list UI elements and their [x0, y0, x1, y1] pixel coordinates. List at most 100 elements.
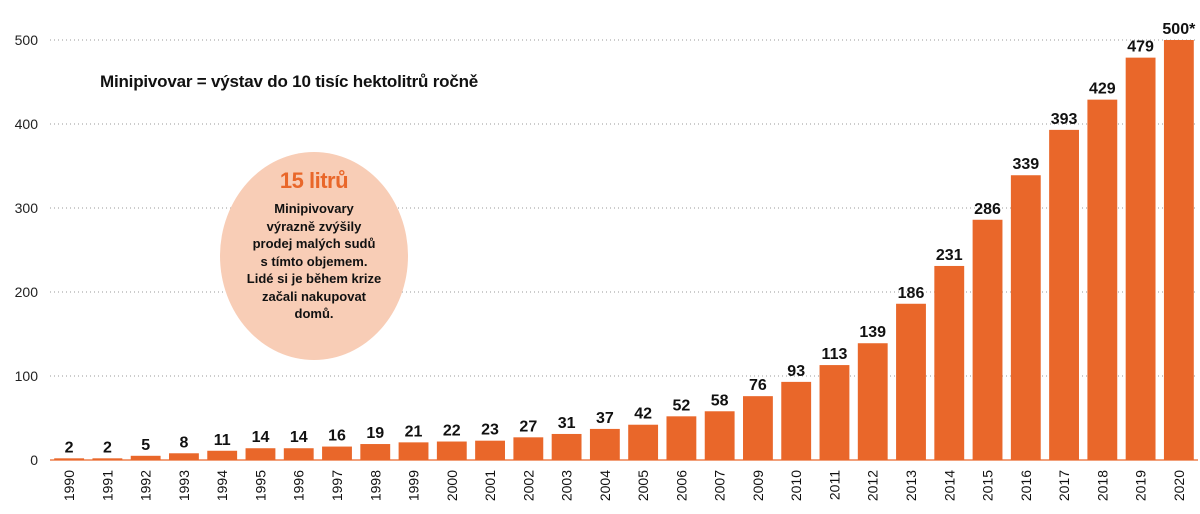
- y-tick-label: 0: [30, 452, 38, 468]
- y-tick-label: 500: [15, 32, 39, 48]
- x-tick-label: 2009: [750, 470, 766, 501]
- data-label: 76: [749, 377, 767, 394]
- data-label: 139: [859, 324, 886, 341]
- x-tick-label: 2017: [1056, 470, 1072, 501]
- bar: [513, 437, 544, 460]
- callout-line: domů.: [294, 306, 334, 321]
- callout-line: výrazně zvýšily: [266, 218, 362, 234]
- bar: [972, 219, 1003, 460]
- data-label: 286: [974, 201, 1001, 218]
- data-label: 393: [1051, 111, 1078, 128]
- x-tick-label: 1993: [176, 470, 192, 501]
- bar: [1087, 99, 1118, 460]
- data-label: 22: [443, 423, 461, 440]
- bar: [54, 458, 85, 460]
- bar: [1125, 57, 1156, 460]
- y-tick-label: 100: [15, 368, 39, 384]
- x-tick-label: 2013: [903, 470, 919, 501]
- bar: [283, 448, 314, 460]
- data-label: 479: [1127, 39, 1154, 56]
- data-label: 113: [822, 346, 848, 363]
- data-label: 14: [290, 429, 308, 446]
- bar: [628, 424, 659, 460]
- y-tick-label: 400: [15, 116, 39, 132]
- data-label: 231: [936, 247, 963, 264]
- bar: [130, 455, 161, 460]
- bar: [551, 433, 582, 460]
- x-tick-label: 1991: [99, 470, 115, 501]
- x-tick-label: 2016: [1018, 470, 1034, 501]
- data-label: 11: [214, 432, 231, 449]
- y-tick-label: 200: [15, 284, 39, 300]
- x-tick-label: 2019: [1133, 470, 1149, 501]
- data-label: 27: [519, 418, 537, 435]
- bar: [743, 396, 773, 460]
- x-tick-label: 2007: [712, 470, 728, 501]
- data-label: 8: [179, 434, 188, 451]
- bar: [475, 440, 505, 460]
- data-label: 58: [711, 392, 729, 409]
- bar: [92, 458, 123, 460]
- bar: [207, 450, 238, 460]
- bar: [398, 442, 429, 460]
- x-tick-label: 2001: [482, 470, 498, 501]
- callout-line: prodej malých sudů: [252, 236, 376, 251]
- x-tick-label: 2004: [597, 470, 613, 501]
- x-tick-label: 1996: [291, 470, 307, 501]
- x-tick-label: 2015: [980, 470, 996, 501]
- x-tick-label: 2000: [444, 470, 460, 501]
- data-label: 2: [65, 439, 74, 456]
- bar: [322, 446, 352, 460]
- x-tick-label: 1997: [329, 470, 345, 501]
- bar: [896, 303, 926, 460]
- x-tick-label: 2005: [635, 470, 651, 501]
- data-label: 500*: [1162, 21, 1196, 38]
- data-label: 339: [1012, 156, 1039, 173]
- bar: [1049, 129, 1079, 460]
- data-label: 23: [481, 422, 499, 439]
- callout-line: začali nakupovat: [261, 288, 367, 304]
- x-tick-label: 1994: [214, 470, 230, 501]
- bar: [1010, 175, 1041, 461]
- x-tick-label: 1995: [252, 470, 268, 501]
- data-label: 5: [141, 437, 150, 454]
- x-tick-label: 2006: [673, 470, 689, 501]
- bar: [666, 416, 697, 460]
- x-tick-label: 2012: [865, 470, 881, 501]
- x-tick-label: 1998: [367, 470, 383, 501]
- data-label: 42: [634, 406, 652, 423]
- callout-line: s tímto objemem.: [260, 253, 368, 269]
- data-label: 21: [405, 423, 423, 440]
- x-tick-label: 1999: [406, 470, 422, 501]
- bar: [819, 365, 850, 460]
- x-tick-label: 1992: [138, 470, 154, 501]
- x-tick-label: 2018: [1094, 470, 1110, 501]
- callout-bubble: 15 litrů Minipivovary výrazně zvýšily pr…: [220, 152, 408, 360]
- bar: [704, 411, 735, 460]
- callout-line: Minipivovary: [274, 201, 354, 216]
- x-tick-label: 2014: [941, 470, 957, 501]
- bar: [436, 441, 467, 460]
- data-label: 2: [103, 439, 112, 456]
- data-label: 186: [898, 285, 925, 302]
- bar: [169, 453, 199, 460]
- callout-title: 15 litrů: [279, 168, 349, 193]
- bar: [1163, 40, 1194, 460]
- y-tick-label: 300: [15, 200, 39, 216]
- x-tick-label: 2010: [788, 470, 804, 501]
- data-label: 16: [328, 428, 346, 445]
- data-label: 93: [787, 363, 805, 380]
- callout-line: Lidé si je během krize: [246, 271, 382, 286]
- data-label: 31: [558, 415, 576, 432]
- bar: [781, 381, 812, 460]
- data-label: 14: [252, 429, 270, 446]
- data-label: 429: [1089, 81, 1116, 98]
- x-tick-label: 2020: [1171, 470, 1187, 501]
- x-tick-label: 2011: [826, 470, 842, 500]
- data-label: 52: [673, 397, 691, 414]
- x-tick-label: 1990: [61, 470, 77, 501]
- chart-title: Minipivovar = výstav do 10 tisíc hektoli…: [100, 72, 479, 91]
- bar: [245, 448, 276, 460]
- data-label: 19: [366, 425, 384, 442]
